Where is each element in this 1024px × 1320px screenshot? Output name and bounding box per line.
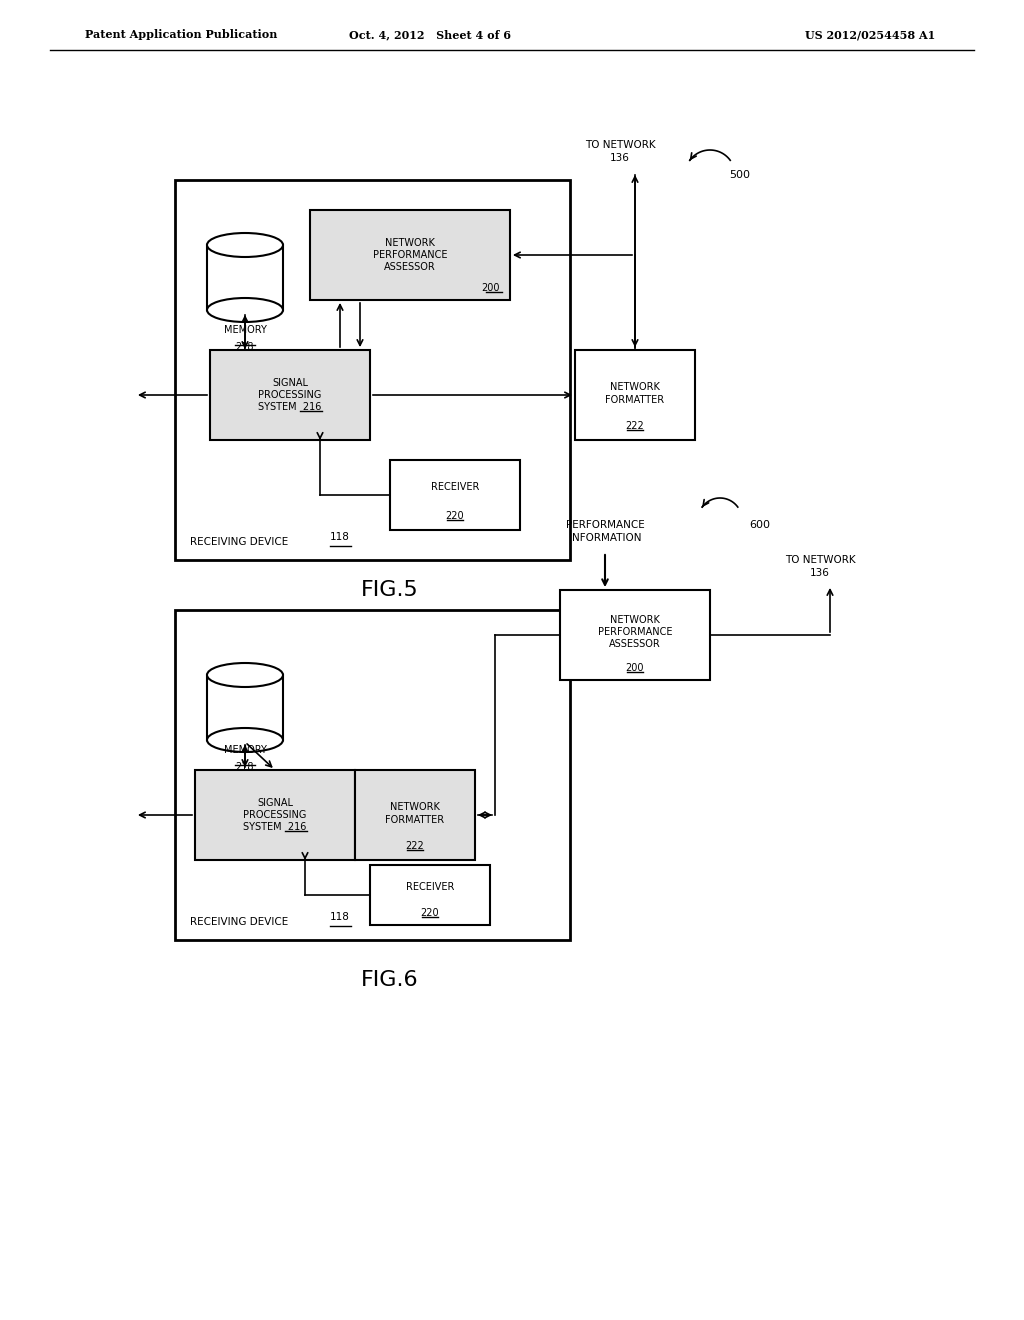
Text: Oct. 4, 2012   Sheet 4 of 6: Oct. 4, 2012 Sheet 4 of 6 bbox=[349, 29, 511, 41]
Text: SIGNAL: SIGNAL bbox=[272, 378, 308, 388]
Text: ASSESSOR: ASSESSOR bbox=[609, 639, 660, 649]
FancyBboxPatch shape bbox=[575, 350, 695, 440]
Text: PERFORMANCE: PERFORMANCE bbox=[565, 520, 644, 531]
Ellipse shape bbox=[207, 729, 283, 752]
FancyBboxPatch shape bbox=[207, 675, 283, 741]
Text: SYSTEM  216: SYSTEM 216 bbox=[244, 822, 306, 832]
Text: FORMATTER: FORMATTER bbox=[605, 395, 665, 405]
FancyBboxPatch shape bbox=[355, 770, 475, 861]
Text: PROCESSING: PROCESSING bbox=[244, 810, 306, 820]
Text: 220: 220 bbox=[421, 908, 439, 917]
Text: NETWORK: NETWORK bbox=[610, 381, 659, 392]
Text: 222: 222 bbox=[626, 421, 644, 432]
Text: 136: 136 bbox=[610, 153, 630, 162]
Text: TO NETWORK: TO NETWORK bbox=[585, 140, 655, 150]
Text: 500: 500 bbox=[729, 170, 751, 180]
Text: 118: 118 bbox=[330, 912, 350, 921]
Text: FORMATTER: FORMATTER bbox=[385, 814, 444, 825]
Text: FIG.6: FIG.6 bbox=[361, 970, 419, 990]
Text: RECEIVER: RECEIVER bbox=[431, 482, 479, 492]
Text: RECEIVING DEVICE: RECEIVING DEVICE bbox=[190, 537, 295, 546]
Text: SYSTEM  216: SYSTEM 216 bbox=[258, 403, 322, 412]
FancyBboxPatch shape bbox=[390, 459, 520, 531]
Text: 222: 222 bbox=[406, 841, 424, 851]
FancyBboxPatch shape bbox=[207, 246, 283, 310]
FancyBboxPatch shape bbox=[370, 865, 490, 925]
Text: RECEIVING DEVICE: RECEIVING DEVICE bbox=[190, 917, 295, 927]
Text: Patent Application Publication: Patent Application Publication bbox=[85, 29, 278, 41]
Text: 200: 200 bbox=[481, 282, 500, 293]
Text: 218: 218 bbox=[236, 342, 254, 352]
Text: 200: 200 bbox=[626, 663, 644, 673]
Text: PERFORMANCE: PERFORMANCE bbox=[373, 249, 447, 260]
Text: NETWORK: NETWORK bbox=[390, 803, 440, 812]
Text: 218: 218 bbox=[236, 762, 254, 772]
Text: 136: 136 bbox=[810, 568, 829, 578]
Text: TO NETWORK: TO NETWORK bbox=[784, 554, 855, 565]
Text: NETWORK: NETWORK bbox=[385, 238, 435, 248]
Text: FIG.5: FIG.5 bbox=[361, 579, 419, 601]
FancyBboxPatch shape bbox=[310, 210, 510, 300]
Text: NETWORK: NETWORK bbox=[610, 615, 659, 624]
Text: PERFORMANCE: PERFORMANCE bbox=[598, 627, 672, 638]
Text: MEMORY: MEMORY bbox=[223, 744, 266, 755]
Text: PROCESSING: PROCESSING bbox=[258, 389, 322, 400]
Text: 220: 220 bbox=[445, 511, 464, 521]
FancyBboxPatch shape bbox=[560, 590, 710, 680]
Text: RECEIVER: RECEIVER bbox=[406, 882, 455, 892]
Text: ASSESSOR: ASSESSOR bbox=[384, 261, 436, 272]
Text: MEMORY: MEMORY bbox=[223, 325, 266, 335]
Text: US 2012/0254458 A1: US 2012/0254458 A1 bbox=[805, 29, 935, 41]
Text: 118: 118 bbox=[330, 532, 350, 543]
Ellipse shape bbox=[207, 663, 283, 686]
Text: SIGNAL: SIGNAL bbox=[257, 799, 293, 808]
FancyBboxPatch shape bbox=[175, 610, 570, 940]
FancyBboxPatch shape bbox=[175, 180, 570, 560]
FancyBboxPatch shape bbox=[210, 350, 370, 440]
Ellipse shape bbox=[207, 234, 283, 257]
Ellipse shape bbox=[207, 298, 283, 322]
Text: 600: 600 bbox=[750, 520, 770, 531]
FancyBboxPatch shape bbox=[195, 770, 355, 861]
Text: INFORMATION: INFORMATION bbox=[568, 533, 641, 543]
